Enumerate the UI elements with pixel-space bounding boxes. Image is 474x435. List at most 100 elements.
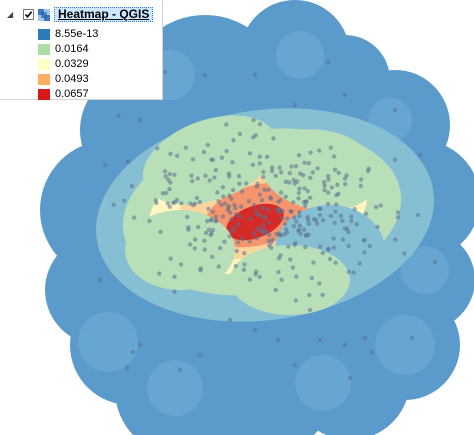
sample-point xyxy=(332,220,337,226)
sample-point xyxy=(202,238,207,243)
sample-point xyxy=(283,194,288,199)
sample-point xyxy=(247,239,252,244)
sample-point xyxy=(261,169,266,175)
sample-point xyxy=(185,214,190,220)
sample-point xyxy=(276,256,282,261)
sample-point xyxy=(294,219,299,224)
sample-point xyxy=(248,216,253,222)
sample-point xyxy=(237,214,243,219)
sample-point xyxy=(237,181,242,186)
sample-point xyxy=(197,352,203,358)
sample-point xyxy=(157,271,162,276)
sample-point xyxy=(305,214,310,220)
sample-point xyxy=(195,176,200,181)
sample-point xyxy=(201,149,206,155)
sample-point xyxy=(228,210,233,215)
sample-point xyxy=(352,206,357,212)
collapse-arrow-icon[interactable]: ◢ xyxy=(7,10,14,19)
sample-point xyxy=(375,224,380,230)
sample-point xyxy=(276,269,281,275)
sample-point xyxy=(220,185,226,190)
sample-point xyxy=(291,200,296,205)
sample-point xyxy=(325,201,331,207)
sample-point xyxy=(224,122,229,127)
sample-point xyxy=(167,171,172,177)
sample-point xyxy=(268,196,274,201)
sample-point xyxy=(205,219,210,224)
sample-point xyxy=(213,168,219,173)
legend-item: 0.0493 xyxy=(38,73,158,87)
sample-point xyxy=(273,173,278,178)
sample-point xyxy=(293,298,299,303)
layer-title[interactable]: Heatmap - QGIS xyxy=(54,7,154,22)
sample-point xyxy=(265,154,270,159)
sample-point xyxy=(302,227,307,232)
sample-point xyxy=(317,337,323,343)
sample-point xyxy=(395,210,401,215)
sample-point xyxy=(320,292,325,297)
sample-point xyxy=(302,186,307,191)
sample-point xyxy=(393,237,398,242)
sample-point xyxy=(252,202,257,208)
sample-point xyxy=(331,154,337,159)
sample-point xyxy=(261,174,266,180)
sample-point xyxy=(287,180,292,185)
sample-point xyxy=(111,202,117,207)
sample-point xyxy=(342,92,348,98)
sample-point xyxy=(213,214,219,219)
sample-point xyxy=(296,228,301,233)
sample-point xyxy=(208,218,214,223)
sample-point xyxy=(188,201,193,206)
sample-point xyxy=(346,229,351,235)
sample-point xyxy=(328,145,333,150)
sample-point xyxy=(177,367,183,373)
sample-point xyxy=(253,133,258,138)
legend-swatch xyxy=(38,59,50,70)
sample-point xyxy=(214,218,219,224)
layer-visibility-checkbox[interactable] xyxy=(23,9,34,20)
sample-point xyxy=(217,245,223,251)
sample-point xyxy=(259,198,265,203)
legend-swatch xyxy=(38,29,50,40)
sample-point xyxy=(186,227,191,232)
sample-point xyxy=(340,237,346,242)
density-band-low xyxy=(295,355,351,411)
sample-point xyxy=(262,187,267,192)
sample-point xyxy=(287,170,293,176)
sample-point xyxy=(392,107,398,113)
sample-point xyxy=(266,220,272,225)
sample-point xyxy=(333,209,338,214)
sample-point xyxy=(263,215,268,220)
sample-point xyxy=(246,199,252,204)
sample-point xyxy=(220,214,226,219)
sample-point xyxy=(338,213,344,218)
sample-point xyxy=(283,179,288,184)
sample-point xyxy=(275,337,281,343)
layer-row-heatmap[interactable]: ◢ Heatmap - QGIS xyxy=(0,6,163,26)
sample-point xyxy=(162,69,168,75)
sample-point xyxy=(325,59,331,65)
point-layer xyxy=(72,24,438,381)
sample-point xyxy=(331,236,336,241)
sample-point xyxy=(297,171,303,176)
sample-point xyxy=(358,183,363,189)
sample-point xyxy=(221,194,226,199)
sample-point xyxy=(374,204,379,210)
sample-point xyxy=(254,212,260,217)
sample-point xyxy=(158,229,163,235)
sample-point xyxy=(314,221,320,226)
legend-item: 0.0329 xyxy=(38,58,158,72)
sample-point xyxy=(257,192,262,197)
sample-point xyxy=(216,264,221,269)
sample-point xyxy=(331,245,337,250)
checkmark-icon xyxy=(24,11,33,19)
sample-point xyxy=(216,199,221,204)
sample-point xyxy=(378,203,383,208)
density-band-low xyxy=(375,315,435,375)
sample-point xyxy=(292,181,297,186)
sample-point xyxy=(292,362,298,368)
sample-point xyxy=(130,349,136,355)
density-band-low xyxy=(401,246,449,294)
sample-point xyxy=(195,224,201,230)
